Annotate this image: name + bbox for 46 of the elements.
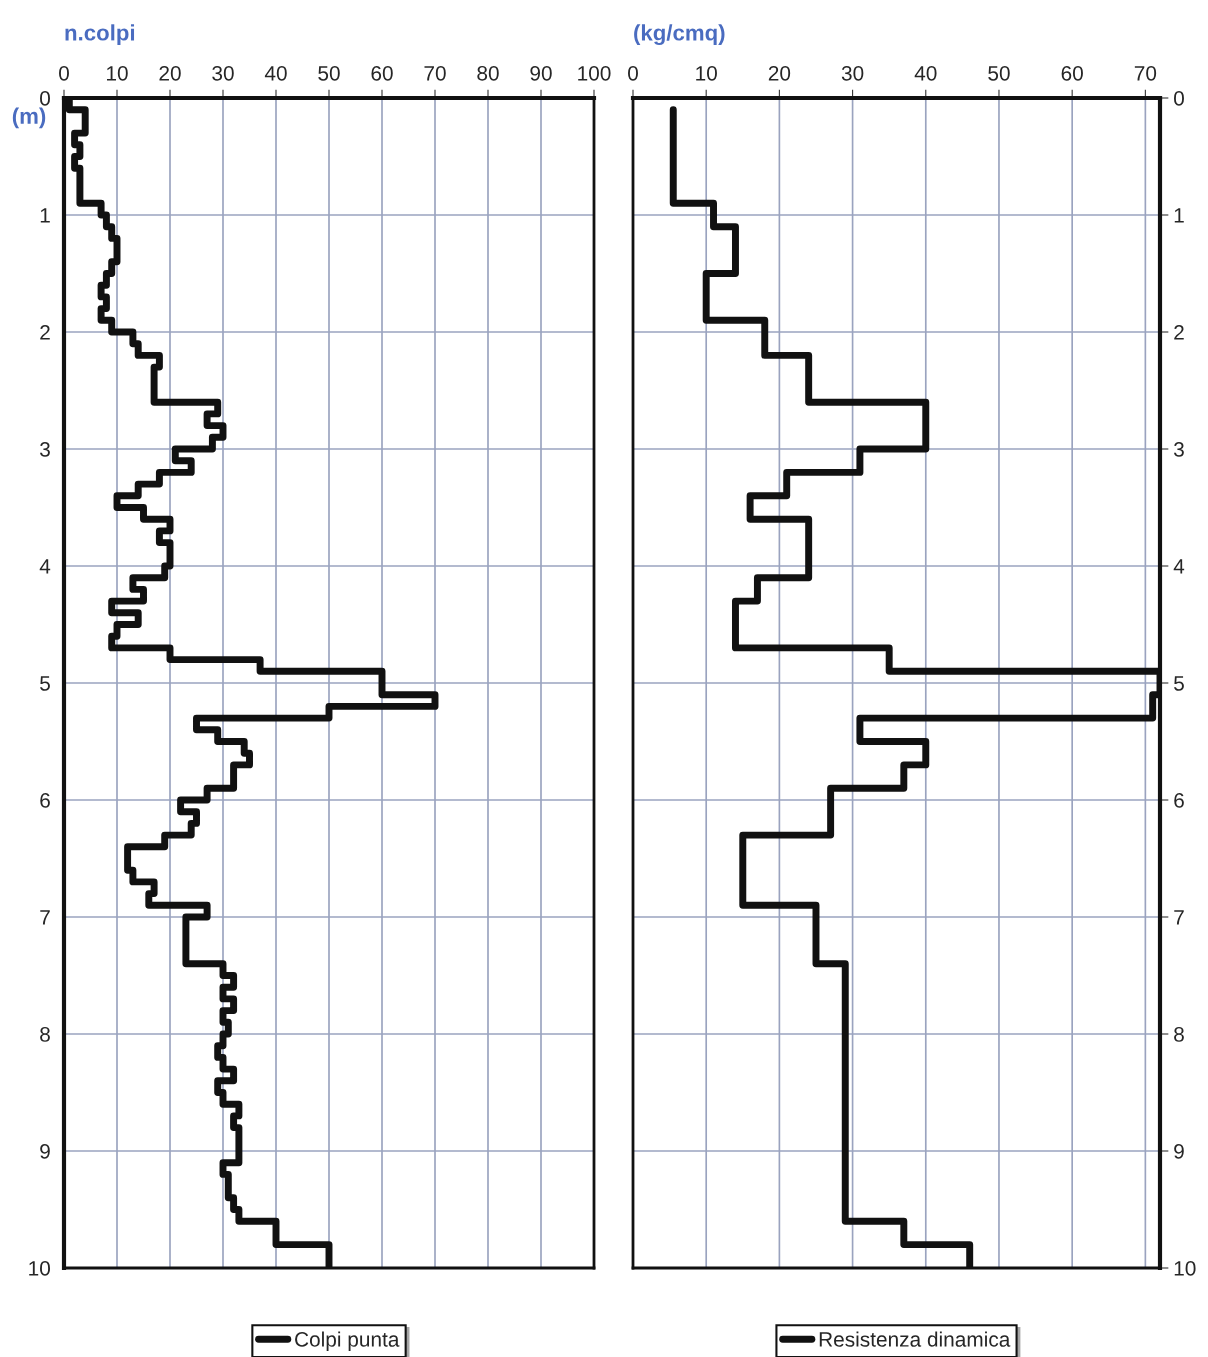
x-axis-title: (kg/cmq) xyxy=(634,24,725,46)
y-tick-label: 8 xyxy=(1174,1027,1184,1042)
y-tick-label: 4 xyxy=(1173,559,1185,574)
y-tick-label: 8 xyxy=(40,1027,50,1042)
x-tick-label: 70 xyxy=(424,65,446,81)
x-tick-label: 0 xyxy=(59,65,69,81)
x-tick-label: 50 xyxy=(318,65,340,81)
x-tick-label: 10 xyxy=(696,65,717,81)
x-tick-label: 30 xyxy=(841,65,864,81)
x-tick-label: 20 xyxy=(159,65,181,81)
x-tick-label: 40 xyxy=(264,65,287,81)
x-tick-label: 60 xyxy=(1061,65,1083,81)
x-tick-label: 50 xyxy=(988,65,1010,81)
y-tick-label: 0 xyxy=(40,91,50,106)
y-tick-label: 2 xyxy=(40,325,50,340)
y-tick-label: 6 xyxy=(40,793,50,808)
y-tick-label: 10 xyxy=(1174,1261,1196,1276)
x-tick-label: 60 xyxy=(371,65,393,81)
y-tick-label: 9 xyxy=(1174,1144,1184,1159)
y-tick-label: 7 xyxy=(1174,910,1184,925)
y-tick-label: 0 xyxy=(1174,91,1184,106)
x-tick-label: 80 xyxy=(477,65,499,81)
x-tick-label: 30 xyxy=(212,65,234,81)
x-tick-label: 100 xyxy=(578,65,611,81)
x-tick-label: 90 xyxy=(530,65,552,81)
y-tick-label: 7 xyxy=(40,910,50,925)
y-axis-title: (m) xyxy=(12,107,46,129)
legend-label: Resistenza dinamica xyxy=(819,1331,1011,1347)
y-tick-label: 1 xyxy=(1174,208,1184,223)
y-tick-label: 6 xyxy=(1174,793,1184,808)
legend-label: Colpi punta xyxy=(295,1331,400,1351)
y-tick-label: 1 xyxy=(40,208,50,223)
y-tick-label: 5 xyxy=(1174,676,1184,691)
y-tick-label: 10 xyxy=(29,1261,50,1276)
y-tick-label: 5 xyxy=(40,676,50,691)
y-tick-label: 4 xyxy=(39,559,51,574)
y-tick-label: 2 xyxy=(1174,325,1184,340)
x-tick-label: 20 xyxy=(768,65,791,81)
x-tick-label: 10 xyxy=(107,65,128,81)
x-tick-label: 0 xyxy=(628,65,638,81)
y-tick-label: 3 xyxy=(40,442,50,457)
x-tick-label: 70 xyxy=(1134,65,1157,81)
x-tick-label: 40 xyxy=(914,65,937,81)
y-tick-label: 3 xyxy=(1173,442,1184,457)
y-tick-label: 9 xyxy=(40,1144,50,1159)
x-axis-title: n.colpi xyxy=(65,24,135,45)
